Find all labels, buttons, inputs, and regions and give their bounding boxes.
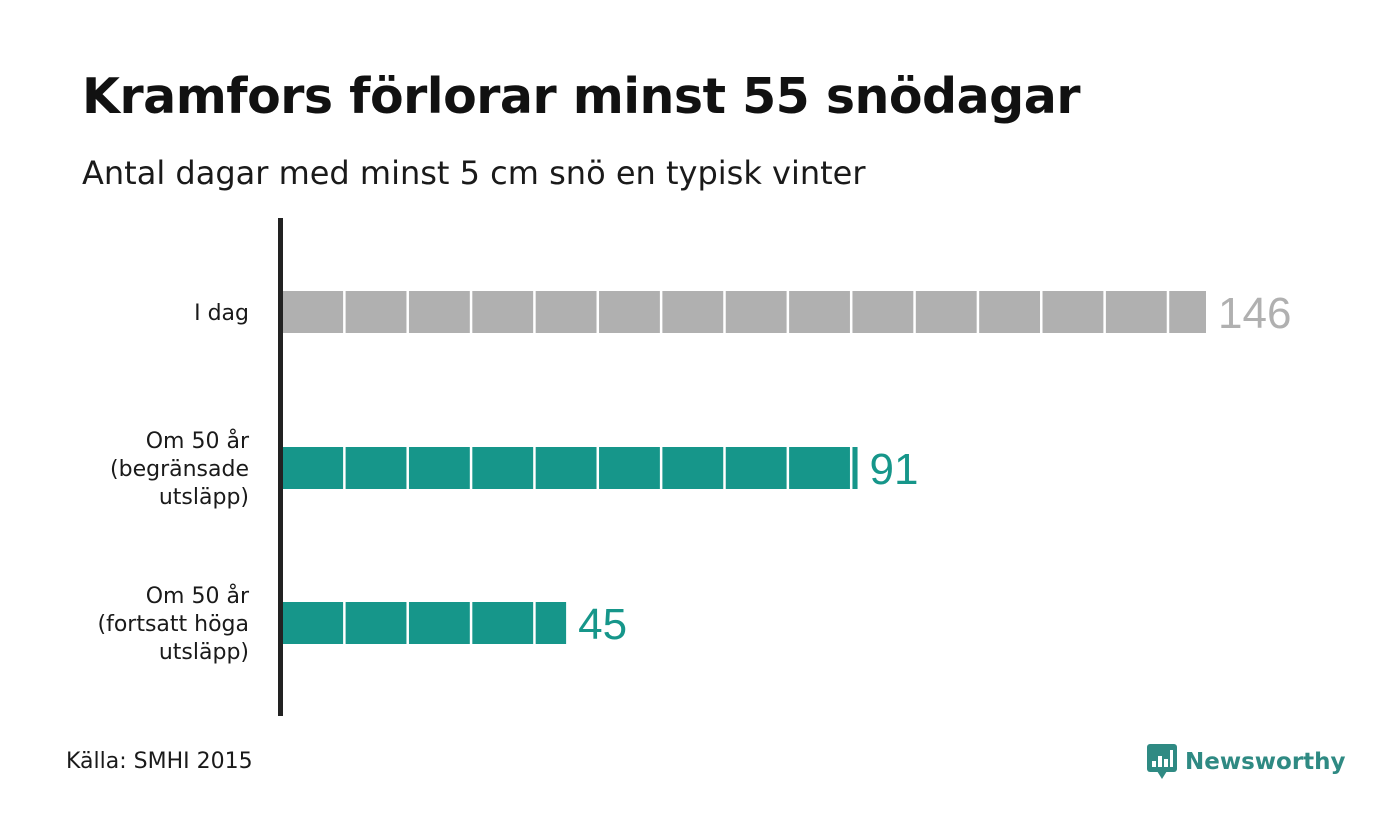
value-label-1: 146 <box>1218 289 1291 338</box>
bar-1-divider <box>406 291 409 333</box>
bar-2-divider <box>469 447 473 489</box>
bar-1-divider <box>723 291 726 333</box>
bar-1-divider <box>1166 291 1170 333</box>
bar-chart: 146 I dag 91 Om 50 år (begränsade utsläpp) 45 O… <box>98 218 1291 716</box>
bar-1-divider <box>786 291 790 333</box>
bar-1-divider <box>849 291 853 333</box>
bar-2-divider <box>596 447 600 489</box>
category-label-line: Om 50 år <box>146 428 250 454</box>
bar-1-divider <box>1040 291 1043 333</box>
bar-2 <box>281 447 858 489</box>
category-label-1: I dag <box>194 301 249 326</box>
bar-1-divider <box>1103 291 1106 333</box>
bar-1-divider <box>976 291 980 333</box>
category-label-line: (fortsatt höga <box>98 612 250 637</box>
bar-1 <box>281 291 1206 333</box>
category-label-line: I dag <box>194 301 249 326</box>
y-axis-line <box>278 218 283 716</box>
chart-title: Kramfors förlorar minst 55 snödagar <box>82 68 1080 125</box>
newsworthy-logo-icon <box>1147 744 1177 779</box>
category-label-line: (begränsade <box>110 457 249 482</box>
bar-2-divider <box>849 447 853 489</box>
bar-2-divider <box>786 447 790 489</box>
category-label-2: Om 50 år (begränsade utsläpp) <box>110 428 250 510</box>
bar-1-divider <box>343 291 346 333</box>
bar-2-divider <box>406 447 409 489</box>
value-label-2: 91 <box>870 445 919 494</box>
category-label-line: utsläpp) <box>159 485 249 510</box>
bar-1-divider <box>596 291 600 333</box>
bar-2-divider <box>533 447 536 489</box>
bar-1-divider <box>469 291 473 333</box>
brand-name: Newsworthy <box>1185 749 1346 775</box>
bar-3 <box>281 602 567 644</box>
value-label-3: 45 <box>578 600 627 649</box>
chart-subtitle: Antal dagar med minst 5 cm snö en typisk… <box>82 154 866 192</box>
bar-2-divider <box>659 447 663 489</box>
category-label-line: utsläpp) <box>159 640 249 665</box>
bar-2-divider <box>723 447 726 489</box>
source-note: Källa: SMHI 2015 <box>66 749 253 774</box>
category-label-3: Om 50 år (fortsatt höga utsläpp) <box>98 583 250 665</box>
category-label-line: Om 50 år <box>146 583 250 609</box>
bar-3-divider <box>406 602 409 644</box>
bar-1-divider <box>659 291 663 333</box>
brand-logo: Newsworthy <box>1147 742 1346 782</box>
bar-1-divider <box>913 291 916 333</box>
bar-3-divider <box>343 602 346 644</box>
bar-1-divider <box>533 291 536 333</box>
bar-3-divider <box>469 602 473 644</box>
bar-2-divider <box>343 447 346 489</box>
bar-3-divider <box>533 602 536 644</box>
